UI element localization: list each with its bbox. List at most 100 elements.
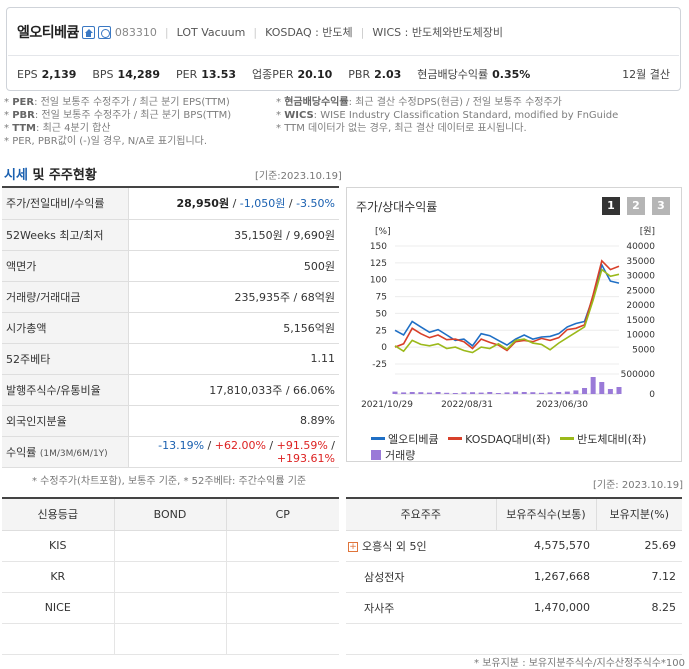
cell: KIS [2, 530, 115, 562]
cell [496, 623, 596, 655]
credit-rating-table: 신용등급 BOND CP KIS KR NICE [2, 497, 339, 655]
left-tick-label: 50 [376, 309, 388, 319]
volume-bar [513, 391, 519, 394]
shareholder-name[interactable]: + 오흥식 외 5인 [346, 530, 496, 562]
table-row: 52주베타 1.11 [2, 343, 339, 375]
volume-bar [487, 392, 493, 394]
volume-bar [590, 377, 596, 394]
row-label: 52주베타 [2, 343, 129, 375]
note-line: * PBR: 전일 보통주 수정주가 / 최근 분기 BPS(TTM) [4, 110, 232, 121]
chart-tab-2[interactable]: 2 [627, 197, 645, 215]
market-info: KOSDAQ : 반도체 [265, 26, 353, 39]
col-header: 보유지분(%) [596, 497, 682, 531]
cell [596, 623, 682, 655]
left-tick-label: 0 [381, 343, 387, 353]
cell: NICE [2, 592, 115, 624]
volume-bar [504, 392, 510, 394]
table-top-border [2, 186, 339, 188]
row-value: 35,150원 / 9,690원 [128, 219, 339, 251]
shares-cell: 4,575,570 [496, 530, 596, 562]
credit-date: [기준: 2023.10.19] [593, 480, 684, 491]
row-label: 시가총액 [2, 312, 129, 344]
indicator-eps: EPS 2,139 [17, 67, 77, 81]
fiscal-month: 12월 결산 [622, 68, 670, 81]
volume-bar [616, 387, 622, 394]
note-line: * PER, PBR값이 (-)일 경우, N/A로 표기됩니다. [4, 136, 208, 147]
volume-bar [547, 392, 553, 394]
left-tick-label: 25 [376, 326, 387, 336]
row-label: 외국인지분율 [2, 405, 129, 437]
indicator-pbr: PBR 2.03 [348, 67, 402, 81]
note-line: * TTM: 최근 4분기 합산 [4, 123, 111, 134]
shares-cell: 1,470,000 [496, 592, 596, 624]
pct-cell: 25.69 [596, 530, 682, 562]
right-tick-label: 40000 [626, 242, 655, 252]
cell [114, 592, 227, 624]
divider: | [360, 25, 365, 39]
col-header: 신용등급 [2, 497, 115, 531]
x-tick-label: 2021/10/29 [361, 400, 413, 410]
row-value: 235,935주 / 68억원 [128, 281, 339, 313]
table-header-row: 주요주주 보유주식수(보통) 보유지분(%) [346, 497, 682, 531]
company-name: 엘오티베큠 [17, 25, 79, 41]
table-row: 주가/전일대비/수익률 28,950원 / -1,050원 / -3.50% [2, 188, 339, 220]
volume-bar [461, 392, 467, 394]
volume-bar [470, 392, 476, 394]
wics-info: WICS : 반도체와반도체장비 [372, 26, 503, 39]
ir-icon[interactable] [97, 25, 111, 39]
company-header: 엘오티베큠 083310 | LOT Vacuum | KOSDAQ : 반도체… [6, 7, 681, 91]
table-row: 52Weeks 최고/최저 35,150원 / 9,690원 [2, 219, 339, 251]
indicator-row: EPS 2,139 BPS 14,289 PER 13.53 업종PER 20.10 P… [17, 66, 670, 82]
expand-icon[interactable]: + [348, 541, 358, 552]
table-row: 발행주식수/유통비율 17,810,033주 / 66.06% [2, 374, 339, 406]
table-header-row: 신용등급 BOND CP [2, 497, 339, 531]
note-line: * 현금배당수익률: 최근 결산 수정DPS(현금) / 전일 보통주 수정주가 [276, 97, 562, 108]
stock-code: 083310 [114, 25, 157, 39]
shares-cell: 1,267,668 [496, 561, 596, 593]
legend-item-kosdaq: KOSDAQ대비(좌) [448, 431, 551, 447]
cell [346, 623, 496, 655]
note-line: * WICS: WISE Industry Classification Sta… [276, 110, 619, 121]
col-header: 보유주식수(보통) [496, 497, 597, 531]
shareholder-name: 삼성전자 [346, 561, 496, 593]
volume-bar [435, 392, 441, 394]
cell [2, 623, 115, 655]
volume-bar [478, 392, 484, 394]
left-tick-label: 100 [370, 276, 387, 286]
row-value: 8.89% [128, 405, 339, 437]
chart-legend: 엘오티베큠 KOSDAQ대비(좌) 반도체대비(좌) 거래량 [371, 430, 652, 463]
right-tick-label: 20000 [626, 301, 655, 311]
table-row: 자사주 1,470,000 8.25 [346, 592, 682, 624]
left-tick-label: 125 [370, 259, 387, 269]
left-tick-label: 75 [376, 293, 387, 303]
indicator-dividend-yield: 현금배당수익률 0.35% [417, 68, 531, 81]
chart-tab-3[interactable]: 3 [652, 197, 670, 215]
volume-tick-label: 0 [649, 390, 655, 400]
shareholder-name: 자사주 [346, 592, 496, 624]
table-row: KR [2, 561, 339, 593]
table-row: KIS [2, 530, 339, 562]
volume-bar [409, 392, 415, 394]
english-name: LOT Vacuum [176, 25, 246, 39]
indicator-bps: BPS 14,289 [92, 67, 160, 81]
left-tick-label: -25 [372, 360, 387, 370]
row-label: 발행주식수/유통비율 [2, 374, 129, 406]
row-label: 수익률 (1M/3M/6M/1Y) [2, 436, 129, 468]
volume-bar [599, 382, 605, 394]
row-value: 500원 [128, 250, 339, 282]
right-tick-label: 10000 [626, 331, 655, 341]
x-tick-label: 2023/06/30 [536, 400, 588, 410]
x-tick-label: 2022/08/31 [441, 400, 493, 410]
notes-right: * 현금배당수익률: 최근 결산 수정DPS(현금) / 전일 보통주 수정주가… [276, 96, 618, 135]
cell [114, 530, 227, 562]
indicator-industry-per: 업종PER 20.10 [252, 68, 333, 81]
home-icon[interactable] [81, 25, 95, 39]
chart-tab-1[interactable]: 1 [602, 197, 620, 215]
col-header: BOND [114, 497, 227, 531]
row-value: 17,810,033주 / 66.06% [128, 374, 339, 406]
right-axis-unit: [원] [640, 226, 655, 237]
left-axis-unit: [%] [375, 227, 391, 237]
volume-bar [521, 392, 527, 394]
header-divider [8, 55, 679, 56]
price-table-note: * 수정주가(차트포함), 보통주 기준, * 52주베타: 주간수익률 기준 [32, 476, 307, 487]
